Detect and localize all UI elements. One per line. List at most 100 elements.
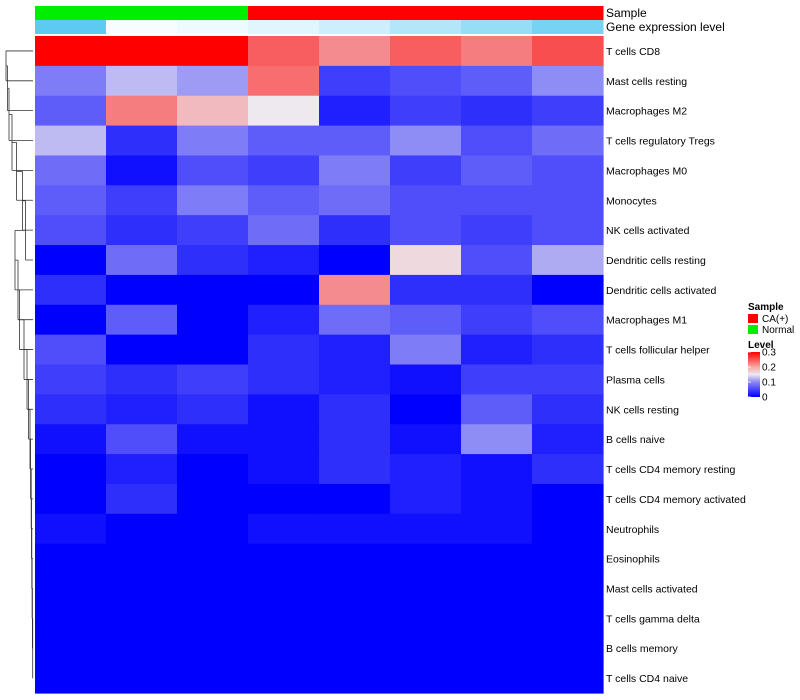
heatmap-cell-r12-c6 [461, 394, 533, 425]
dendrogram-branch [32, 617, 34, 679]
row-label: T cells CD4 memory activated [606, 494, 746, 506]
row-label: T cells gamma delta [606, 613, 700, 625]
heatmap-cell-r0-c3 [248, 36, 320, 67]
heatmap-cell-r8-c6 [461, 274, 533, 306]
heatmap-cell-r0-c1 [106, 36, 178, 67]
row-label: NK cells activated [606, 225, 690, 237]
heatmap-cell-r4-c2 [177, 155, 249, 186]
row-label: B cells naive [606, 434, 665, 446]
sample-anno-cell-1 [106, 6, 178, 20]
row-label: Neutrophils [606, 524, 659, 536]
legend-colorbar [748, 352, 760, 397]
column-annotations [35, 6, 604, 34]
heatmap-cell-r2-c1 [106, 95, 178, 127]
heatmap-cell-r20-c1 [106, 633, 178, 664]
heatmap-cell-r5-c5 [390, 185, 462, 216]
heatmap-cell-r10-c6 [461, 334, 533, 366]
heatmap-cell-r11-c1 [106, 364, 178, 395]
heatmap-cell-r8-c1 [106, 274, 178, 306]
heatmap-cell-r8-c5 [390, 274, 462, 306]
heatmap-cell-r20-c0 [35, 633, 107, 664]
heatmap-cell-r9-c7 [532, 304, 604, 336]
heatmap-cell-r11-c5 [390, 364, 462, 395]
heatmap-cell-r21-c4 [319, 663, 391, 694]
heatmap-cell-r9-c5 [390, 304, 462, 336]
heatmap-cell-r2-c0 [35, 95, 107, 127]
heatmap-cell-r18-c5 [390, 573, 462, 605]
heatmap-cell-r16-c6 [461, 513, 533, 545]
heatmap-cell-r3-c7 [532, 125, 604, 157]
heatmap-cell-r12-c7 [532, 394, 604, 425]
legend-tick-label: 0.3 [762, 348, 776, 359]
row-label: Plasma cells [606, 374, 665, 386]
heatmap-cell-r14-c5 [390, 454, 462, 485]
heatmap-cell-r14-c7 [532, 454, 604, 485]
heatmap-cell-r4-c7 [532, 155, 604, 186]
heatmap-cell-r17-c7 [532, 543, 604, 575]
heatmap-cell-r6-c3 [248, 215, 320, 246]
row-label: Monocytes [606, 195, 657, 207]
row-label: T cells follicular helper [606, 345, 710, 357]
expression-anno-cell-5 [390, 20, 462, 34]
heatmap-cell-r19-c5 [390, 603, 462, 634]
heatmap-cell-r13-c4 [319, 424, 391, 455]
heatmap-cell-r5-c0 [35, 185, 107, 216]
heatmap-cell-r9-c1 [106, 304, 178, 336]
heatmap-cell-r14-c2 [177, 454, 249, 485]
row-label: Mast cells activated [606, 583, 698, 595]
legend-tick-label: 0.2 [762, 363, 776, 374]
heatmap-cell-r1-c4 [319, 65, 391, 97]
sample-anno-cell-3 [248, 6, 320, 20]
heatmap-cell-r14-c4 [319, 454, 391, 485]
heatmap-cell-r4-c0 [35, 155, 107, 186]
heatmap-cell-r9-c2 [177, 304, 249, 336]
sample-anno-cell-4 [319, 6, 391, 20]
heatmap-cell-r21-c3 [248, 663, 320, 694]
heatmap-cell-r0-c6 [461, 36, 533, 67]
legend-tick-label: 0 [762, 393, 768, 404]
heatmap-cell-r12-c5 [390, 394, 462, 425]
heatmap-cell-r5-c3 [248, 185, 320, 216]
dendrogram-branch [6, 65, 33, 112]
heatmap-cell-r7-c6 [461, 245, 533, 276]
heatmap-cell-r3-c6 [461, 125, 533, 157]
heatmap-cell-r7-c5 [390, 245, 462, 276]
heatmap-cell-r8-c2 [177, 274, 249, 306]
heatmap-cell-r20-c6 [461, 633, 533, 664]
heatmap-cell-r4-c6 [461, 155, 533, 186]
heatmap-cell-r17-c1 [106, 543, 178, 575]
heatmap-cell-r15-c2 [177, 483, 249, 515]
heatmap-cell-r11-c6 [461, 364, 533, 395]
heatmap-cell-r5-c7 [532, 185, 604, 216]
heatmap-cell-r15-c0 [35, 483, 107, 515]
heatmap-cell-r0-c0 [35, 36, 107, 67]
heatmap-cell-r13-c3 [248, 424, 320, 455]
heatmap-cell-r21-c1 [106, 663, 178, 694]
heatmap-cell-r8-c0 [35, 274, 107, 306]
heatmap-cell-r11-c3 [248, 364, 320, 395]
sample-annotation-label: Sample [606, 6, 647, 20]
expression-annotation-label: Gene expression level [606, 20, 725, 34]
heatmap-cell-r18-c0 [35, 573, 107, 605]
heatmap-cell-r2-c6 [461, 95, 533, 127]
row-label: Eosinophils [606, 554, 660, 566]
heatmap-cell-r5-c1 [106, 185, 178, 216]
expression-anno-cell-1 [106, 20, 178, 34]
heatmap-cell-r16-c3 [248, 513, 320, 545]
heatmap-cell-r7-c0 [35, 245, 107, 276]
heatmap-cell-r8-c3 [248, 274, 320, 306]
heatmap-cell-r1-c2 [177, 65, 249, 97]
heatmap-cell-r17-c2 [177, 543, 249, 575]
heatmap-cell-r0-c5 [390, 36, 462, 67]
heatmap-cell-r12-c0 [35, 394, 107, 425]
heatmap-cell-r13-c7 [532, 424, 604, 455]
row-label: B cells memory [606, 643, 679, 655]
legend-swatch-normal [748, 325, 758, 334]
heatmap-cell-r18-c7 [532, 573, 604, 605]
heatmap-cell-r16-c5 [390, 513, 462, 545]
heatmap-cell-r21-c7 [532, 663, 604, 694]
heatmap-cell-r2-c5 [390, 95, 462, 127]
heatmap-cell-r3-c3 [248, 125, 320, 157]
heatmap-cell-r12-c3 [248, 394, 320, 425]
heatmap-cell-r7-c3 [248, 245, 320, 276]
